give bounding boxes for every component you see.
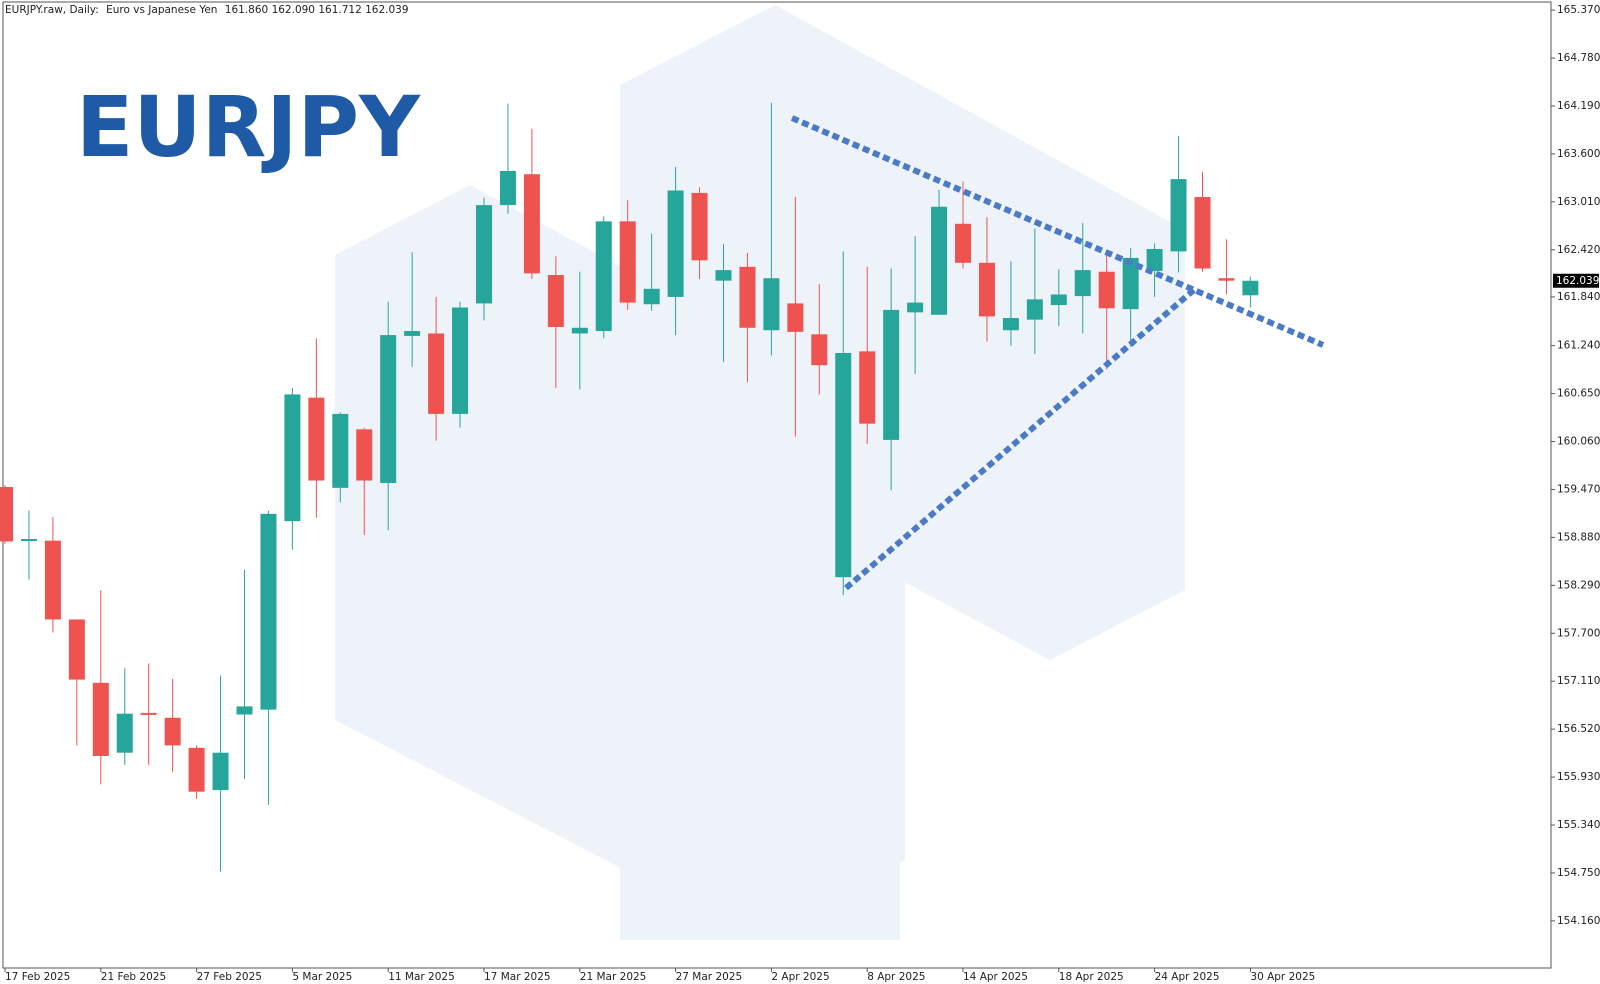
- y-tick-label: 154.160: [1557, 915, 1600, 927]
- y-tick-label: 161.840: [1557, 291, 1600, 303]
- candle-body: [116, 713, 133, 753]
- candle-body: [140, 712, 157, 715]
- y-tick-label: 164.190: [1557, 100, 1600, 112]
- x-tick-label: 30 Apr 2025: [1250, 971, 1315, 983]
- candle-body: [1122, 257, 1139, 310]
- candle-body: [1170, 179, 1187, 252]
- y-tick-label: 165.370: [1557, 4, 1600, 16]
- candle-body: [476, 205, 492, 304]
- candle-body: [44, 540, 61, 620]
- candle-body: [691, 192, 708, 261]
- y-tick-label: 163.010: [1557, 196, 1600, 208]
- candle-body: [428, 333, 445, 414]
- candle-body: [811, 334, 828, 366]
- y-tick-label: 162.420: [1557, 244, 1600, 256]
- candle-body: [835, 352, 852, 578]
- candle-body: [308, 397, 325, 481]
- x-tick-label: 17 Feb 2025: [5, 971, 70, 983]
- candle-body: [92, 682, 109, 756]
- x-tick-label: 2 Apr 2025: [771, 971, 829, 983]
- y-tick-label: 160.060: [1557, 436, 1600, 448]
- candle-body: [523, 174, 540, 274]
- candle-body: [859, 351, 876, 424]
- x-tick-label: 8 Apr 2025: [867, 971, 925, 983]
- y-tick-label: 158.290: [1557, 579, 1600, 591]
- candle-body: [1194, 196, 1211, 269]
- y-tick-label: 154.750: [1557, 867, 1600, 879]
- candle-body: [499, 170, 516, 206]
- candle-body: [188, 747, 205, 792]
- candle-body: [739, 266, 756, 328]
- candle-body: [571, 327, 588, 334]
- trend-line: [790, 115, 1325, 348]
- candle-body: [978, 262, 995, 317]
- candle-body: [955, 223, 971, 263]
- x-tick-label: 21 Mar 2025: [580, 971, 647, 983]
- last-price-label: 162.039: [1556, 275, 1599, 287]
- x-tick-label: 24 Apr 2025: [1155, 971, 1220, 983]
- candle-body: [547, 274, 564, 327]
- candle-body: [212, 752, 229, 791]
- candle-body: [356, 429, 373, 481]
- candle-body: [595, 221, 612, 332]
- candle-body: [1050, 294, 1067, 306]
- y-tick-label: 160.650: [1557, 388, 1600, 400]
- candle-body: [164, 717, 181, 746]
- y-tick-label: 156.520: [1557, 723, 1600, 735]
- x-tick-label: 21 Feb 2025: [101, 971, 166, 983]
- y-tick-label: 155.930: [1557, 771, 1600, 783]
- watermark: [335, 5, 1185, 940]
- candle-body: [380, 335, 397, 483]
- candle-body: [236, 706, 253, 715]
- candle-body: [260, 513, 277, 710]
- candle-body: [452, 307, 469, 414]
- candle-body: [1026, 299, 1043, 320]
- y-tick-label: 155.340: [1557, 819, 1600, 831]
- y-tick-label: 164.780: [1557, 52, 1600, 64]
- candle-body: [332, 413, 349, 488]
- x-tick-label: 17 Mar 2025: [484, 971, 551, 983]
- x-tick-label: 11 Mar 2025: [388, 971, 455, 983]
- candle-body: [1002, 318, 1019, 331]
- y-tick-label: 159.470: [1557, 483, 1600, 495]
- candle-body: [1074, 270, 1091, 297]
- candle-body: [404, 331, 421, 336]
- plot-frame: [2, 1, 1552, 969]
- candle-body: [68, 619, 85, 680]
- x-tick-label: 27 Mar 2025: [676, 971, 743, 983]
- candle-body: [20, 539, 37, 542]
- last-price-box: [1553, 273, 1599, 288]
- candle-body: [667, 190, 684, 297]
- x-tick-label: 14 Apr 2025: [963, 971, 1028, 983]
- candle-body: [1242, 280, 1259, 296]
- candle-body: [1218, 278, 1235, 281]
- chart-title: EURJPY: [76, 78, 421, 176]
- candle-body: [1146, 248, 1163, 271]
- candle-body: [883, 309, 900, 440]
- y-tick-label: 163.600: [1557, 148, 1600, 160]
- chart-header: EURJPY.raw, Daily: Euro vs Japanese Yen …: [5, 4, 409, 16]
- candle-body: [1098, 271, 1115, 309]
- candle-body: [284, 394, 301, 522]
- y-tick-label: 157.700: [1557, 627, 1600, 639]
- candle-body: [643, 288, 660, 305]
- x-tick-label: 27 Feb 2025: [197, 971, 262, 983]
- candle-body: [0, 487, 13, 542]
- y-tick-label: 157.110: [1557, 675, 1600, 687]
- candle-body: [763, 278, 780, 331]
- candle-body: [787, 303, 804, 332]
- candle-body: [907, 302, 924, 313]
- candle-body: [931, 206, 948, 315]
- candle-body: [715, 270, 732, 281]
- candle-body: [619, 221, 636, 303]
- y-tick-label: 158.880: [1557, 531, 1600, 543]
- x-tick-label: 18 Apr 2025: [1059, 971, 1124, 983]
- y-tick-label: 161.240: [1557, 340, 1600, 352]
- x-tick-label: 5 Mar 2025: [292, 971, 352, 983]
